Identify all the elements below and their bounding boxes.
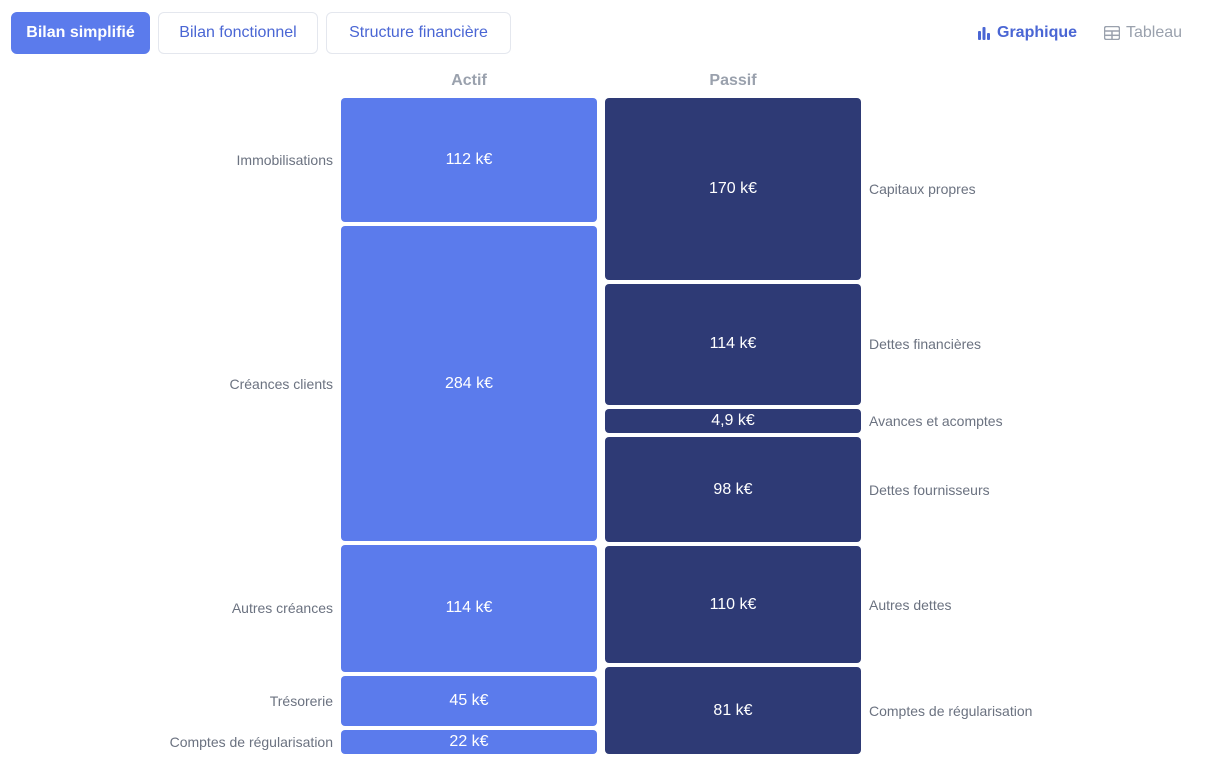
table-icon [1104,26,1120,40]
tableau-toggle[interactable]: Tableau [1104,12,1182,54]
passif-category-label: Autres dettes [869,596,952,613]
passif-block-avances-et-acomptes[interactable]: 4,9 k€ [605,409,861,434]
actif-block-autres-creances[interactable]: 114 k€ [341,545,597,672]
passif-block-autres-dettes[interactable]: 110 k€ [605,546,861,664]
actif-value-label: 45 k€ [449,691,489,709]
graphique-label: Graphique [997,24,1078,41]
passif-value-label: 98 k€ [713,480,753,498]
actif-category-label: Créances clients [229,375,334,392]
passif-block-dettes-fournisseurs[interactable]: 98 k€ [605,437,861,542]
passif-block-dettes-financieres[interactable]: 114 k€ [605,283,861,406]
passif-value-label: 170 k€ [708,179,758,197]
actif-value-label: 114 k€ [445,599,493,617]
actif-category-label: Comptes de régularisation [169,733,333,750]
bar-chart-icon [978,27,990,40]
actif-block-immobilisations[interactable]: 112 k€ [341,98,597,223]
passif-value-label: 4,9 k€ [711,412,755,430]
passif-column-header: Passif [709,72,757,89]
tab-structure-financiere[interactable]: Structure financière [326,12,511,54]
actif-category-label: Trésorerie [269,692,333,709]
toolbar: Bilan simplifié Bilan fonctionnel Struct… [11,12,1211,54]
actif-block-tresorerie[interactable]: 45 k€ [341,675,597,726]
actif-value-label: 22 k€ [449,732,489,750]
passif-block-comptes-de-regularisation[interactable]: 81 k€ [605,667,861,754]
actif-block-creances-clients[interactable]: 284 k€ [341,226,597,542]
actif-value-label: 112 k€ [445,151,493,169]
passif-value-label: 81 k€ [713,701,753,719]
passif-category-label: Dettes fournisseurs [869,481,990,498]
passif-category-label: Avances et acomptes [869,413,1003,430]
passif-category-label: Comptes de régularisation [869,702,1033,719]
passif-value-label: 114 k€ [709,335,757,353]
actif-block-comptes-de-regularisation[interactable]: 22 k€ [341,729,597,754]
graphique-toggle[interactable]: Graphique [977,12,1077,54]
actif-value-label: 284 k€ [444,374,494,392]
passif-category-label: Dettes financières [869,336,982,353]
actif-column-header: Actif [451,72,487,89]
passif-value-label: 110 k€ [709,595,757,613]
tab-bilan-simplifie[interactable]: Bilan simplifié [11,12,150,54]
actif-category-label: Autres créances [231,600,333,617]
tableau-label: Tableau [1126,24,1183,41]
actif-category-label: Immobilisations [236,152,333,169]
tab-bilan-fonctionnel[interactable]: Bilan fonctionnel [158,12,318,54]
passif-block-capitaux-propres[interactable]: 170 k€ [605,98,861,280]
passif-category-label: Capitaux propres [869,180,976,197]
